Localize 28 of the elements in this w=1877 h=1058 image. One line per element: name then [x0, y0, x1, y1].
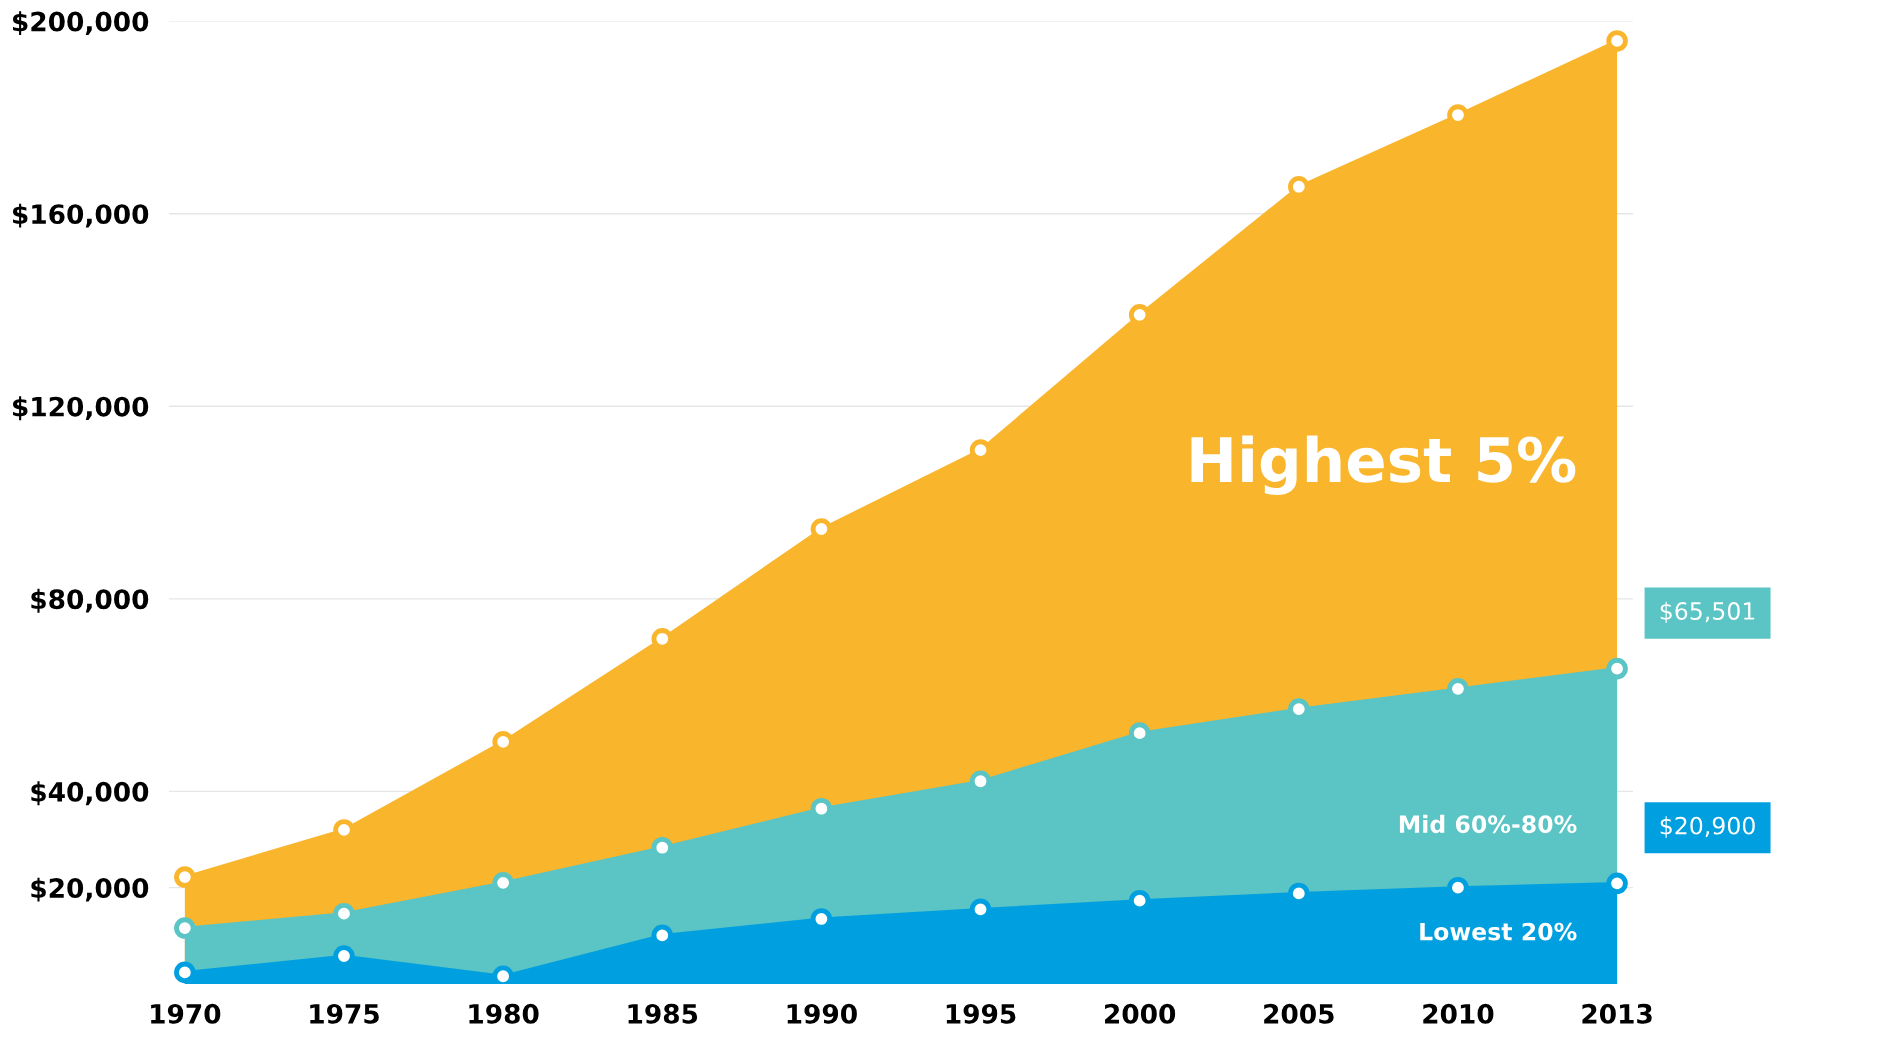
x-tick-label: 1980: [469, 1003, 539, 1024]
y-tick-label: $160,000: [13, 203, 149, 228]
y-tick-label: $120,000: [13, 396, 149, 421]
series-label: Mid 60%-80%: [1399, 814, 1577, 834]
x-tick-label: 1995: [946, 1003, 1016, 1024]
point: [1606, 30, 1628, 52]
x-tick-label: 1990: [787, 1003, 857, 1024]
x-tick-label: 2005: [1264, 1003, 1334, 1024]
point: [174, 917, 196, 939]
x-tick-label: 2000: [1105, 1003, 1176, 1024]
point: [492, 965, 514, 984]
point: [1606, 657, 1628, 680]
y-tick-label: $20,000: [31, 877, 149, 902]
x-tick-label: 2013: [1582, 1003, 1652, 1024]
x-tick-label: 1975: [310, 1003, 379, 1024]
x-tick-label: 1970: [151, 1003, 221, 1024]
y-tick-label: $200,000: [13, 11, 149, 36]
data-label: $65,501: [1660, 601, 1755, 624]
series-label: Highest 5%: [1191, 435, 1576, 496]
y-tick-label: $80,000: [31, 588, 149, 613]
data-label: $20,900: [1660, 816, 1755, 838]
y-tick-label: $40,000: [31, 781, 149, 806]
x-tick-label: 2010: [1423, 1003, 1494, 1024]
point: [174, 961, 196, 984]
point: [174, 866, 196, 888]
point: [1606, 872, 1628, 895]
series-label: Lowest 20%: [1420, 922, 1577, 941]
x-tick-label: 1985: [628, 1003, 698, 1024]
